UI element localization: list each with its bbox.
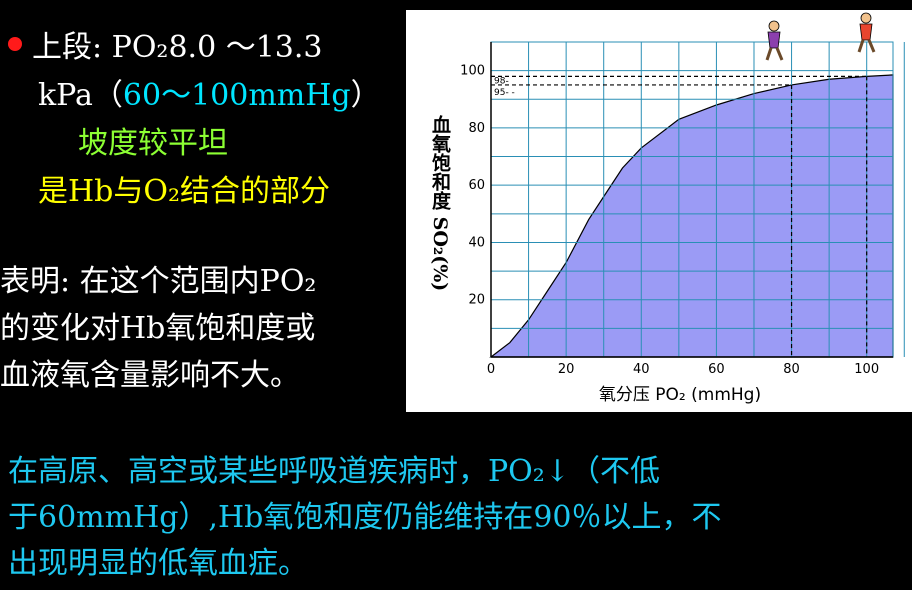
upper-line2: kPa（60～100mmHg）: [38, 76, 381, 116]
upper-line1: 上段: PO₂8.0 ～13.3: [32, 30, 323, 65]
hiker-legs: [765, 47, 784, 61]
y-tick-label: 80: [468, 121, 485, 136]
x-tick-label: 20: [558, 362, 575, 377]
x-axis-label: 氧分压 PO₂ (mmHg): [599, 385, 761, 405]
y-axis-label: 血氧饱和度 SO₂(%): [429, 114, 451, 292]
area: [489, 74, 894, 358]
x-tick-label: 80: [783, 362, 800, 377]
x-tick-label: 40: [633, 362, 650, 377]
y-tick-label: 100: [460, 64, 485, 79]
y-tick-label: 40: [468, 235, 485, 250]
upper-line4: 是Hb与O₂结合的部分: [38, 174, 330, 209]
y-tick-label: 60: [468, 178, 485, 193]
note-line: 在高原、高空或某些呼吸道疾病时，PO₂↓（不低: [8, 454, 660, 489]
bullet: [8, 37, 22, 51]
note-line: 出现明显的低氧血症。: [8, 546, 308, 581]
chart: 氧分压 PO₂ (mmHg) 血氧饱和度 SO₂(%) 0 20 40 60 80 100…: [406, 10, 912, 412]
upper-line3: 坡度较平坦: [78, 126, 228, 161]
x-tick-label: 60: [708, 362, 725, 377]
reference-label: 98-: [494, 76, 509, 86]
y-tick-label: 20: [468, 293, 485, 308]
hiker-legs: [857, 39, 876, 53]
upper-line2a: kPa（: [38, 78, 123, 113]
meaning-line: 的变化对Hb氧饱和度或: [0, 311, 316, 346]
upper-line2b: 60～100mmHg: [122, 78, 351, 113]
hiker-body: [859, 23, 873, 41]
reference-label: 95- -: [494, 88, 515, 98]
hiker-head: [768, 20, 780, 32]
hiker-head: [860, 12, 872, 24]
x-tick-label: 100: [854, 362, 879, 377]
note-line: 于60mmHg）,Hb氧饱和度仍能维持在90％以上，不: [8, 500, 722, 535]
hiker-body: [767, 31, 781, 49]
x-tick-label: 0: [487, 362, 495, 377]
upper-line2c: ）: [350, 78, 381, 113]
meaning-line: 表明: 在这个范围内PO₂: [0, 264, 317, 299]
meaning-line: 血液氧含量影响不大。: [0, 358, 300, 393]
